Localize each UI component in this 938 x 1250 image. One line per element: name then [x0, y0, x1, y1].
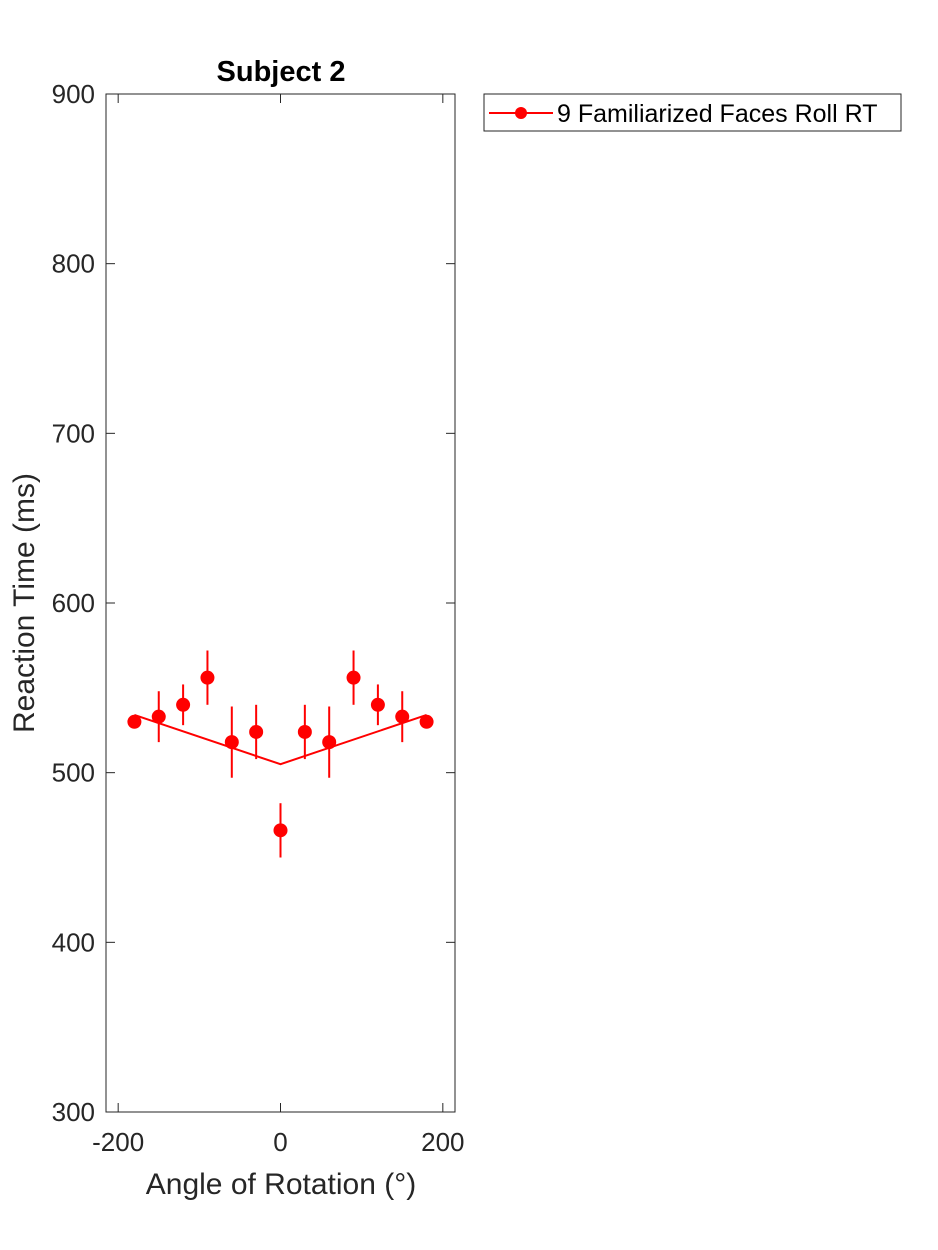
data-point	[127, 714, 142, 729]
data-point	[249, 724, 264, 739]
data-point	[151, 709, 166, 724]
y-tick-label: 500	[52, 758, 95, 788]
ticks: 300 400 500 600 700 800 900 -200 0 200	[52, 79, 465, 1157]
legend: 9 Familiarized Faces Roll RT	[483, 93, 902, 132]
data-point	[200, 670, 215, 685]
axes	[105, 93, 456, 1113]
data-point	[176, 697, 191, 712]
y-tick-label: 400	[52, 927, 95, 957]
data-point	[395, 709, 410, 724]
legend-box	[483, 93, 902, 132]
x-tick-label: 0	[273, 1127, 287, 1157]
x-axis-label: Angle of Rotation (°)	[146, 1168, 416, 1201]
fit-line-group	[134, 714, 427, 766]
chart-title: Subject 2	[217, 56, 346, 88]
legend-label: 9 Familiarized Faces Roll RT	[557, 100, 877, 128]
y-tick-label: 900	[52, 79, 95, 109]
data-point	[370, 697, 385, 712]
fit-line	[134, 714, 427, 766]
data-point	[224, 735, 239, 750]
data-points	[127, 670, 434, 838]
y-axis-label: Reaction Time (ms)	[8, 473, 41, 733]
data-point	[346, 670, 361, 685]
y-tick-label: 800	[52, 249, 95, 279]
plot-area	[105, 93, 456, 1113]
y-tick-label: 600	[52, 588, 95, 618]
legend-marker-swatch	[515, 107, 527, 119]
y-tick-label: 300	[52, 1097, 95, 1127]
data-point	[322, 735, 337, 750]
data-point	[297, 724, 312, 739]
data-point	[419, 714, 434, 729]
x-tick-label: 200	[421, 1127, 464, 1157]
data-point	[273, 823, 288, 838]
x-tick-label: -200	[92, 1127, 144, 1157]
y-tick-label: 700	[52, 418, 95, 448]
